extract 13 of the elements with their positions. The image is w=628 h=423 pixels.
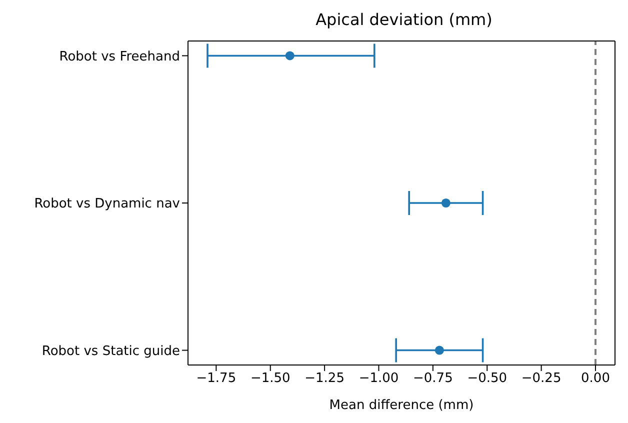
- x-tick-label: 0.00: [581, 371, 610, 386]
- x-tick-label: −0.75: [413, 371, 453, 386]
- chart-title: Apical deviation (mm): [314, 9, 494, 31]
- y-tick-label: Robot vs Freehand: [59, 49, 180, 64]
- x-tick-label: −1.00: [358, 371, 399, 386]
- x-tick-label: −0.25: [521, 371, 562, 386]
- x-tick-label: −1.50: [250, 371, 290, 386]
- x-tick-label: −0.50: [467, 371, 508, 386]
- x-tick-label: −1.75: [196, 371, 236, 386]
- y-tick-label: Robot vs Static guide: [42, 344, 180, 359]
- y-tick-label: Robot vs Dynamic nav: [34, 196, 180, 212]
- x-axis-title: Mean difference (mm): [329, 398, 474, 413]
- x-tick-label: −1.25: [304, 371, 344, 386]
